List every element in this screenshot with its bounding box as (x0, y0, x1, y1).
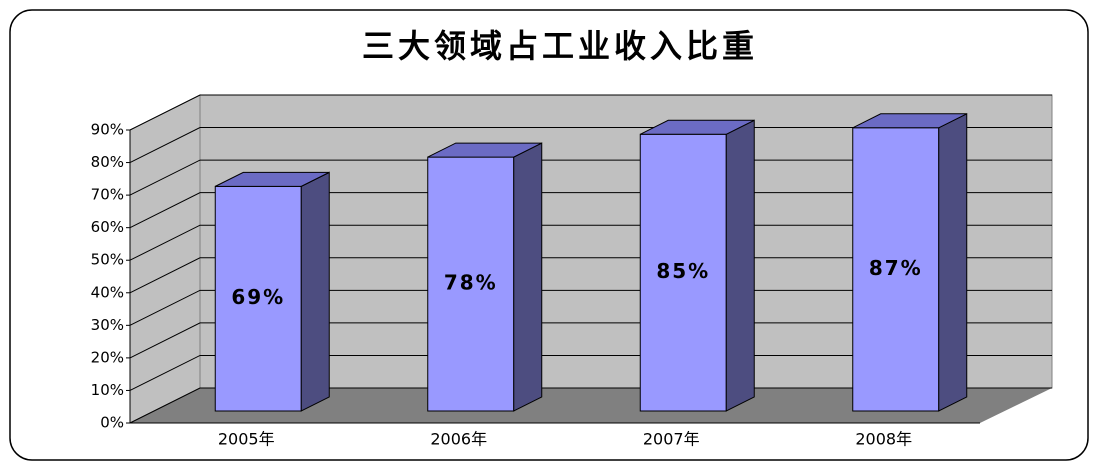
value-label: 78% (444, 271, 498, 295)
bar-top (215, 171, 330, 187)
value-label: 87% (869, 256, 923, 280)
grid-line (129, 224, 1052, 261)
side-wall (129, 94, 201, 424)
bar-side (513, 142, 543, 412)
grid-line (129, 354, 1052, 391)
grid-line (129, 159, 1052, 196)
y-tick-label: 80% (91, 153, 124, 171)
grid-line (129, 387, 1052, 424)
bar-front (852, 127, 940, 412)
y-tick-label: 40% (91, 283, 124, 301)
x-tick-label: 2005年 (218, 430, 275, 449)
bar-top (852, 113, 967, 129)
bar-side (300, 171, 330, 412)
grid-line (129, 257, 1052, 294)
x-tick-label: 2008年 (855, 430, 912, 449)
bar-side (725, 119, 755, 412)
y-tick-label: 20% (91, 348, 124, 366)
bar-front (427, 156, 515, 412)
grid-line (129, 289, 1052, 326)
y-tick-label: 50% (91, 251, 124, 269)
grid-line (129, 127, 1052, 164)
y-tick-label: 70% (91, 186, 124, 204)
value-label: 85% (656, 259, 710, 283)
bar-front (214, 185, 302, 412)
y-tick-label: 0% (100, 414, 124, 432)
y-tick-label: 10% (91, 381, 124, 399)
grid-line (129, 94, 1052, 131)
y-tick-label: 60% (91, 218, 124, 236)
grid-line (129, 322, 1052, 359)
value-label: 69% (231, 285, 285, 309)
bar-top (640, 119, 755, 135)
bar-top (427, 142, 542, 158)
x-tick-label: 2006年 (430, 430, 487, 449)
chart-title: 三大领域占工业收入比重 (362, 27, 758, 65)
floor (130, 388, 1052, 423)
x-tick-label: 2007年 (643, 430, 700, 449)
y-tick-label: 30% (91, 316, 124, 334)
bar-side (938, 112, 968, 412)
y-tick-label: 90% (91, 121, 124, 139)
grid-line (129, 192, 1052, 229)
